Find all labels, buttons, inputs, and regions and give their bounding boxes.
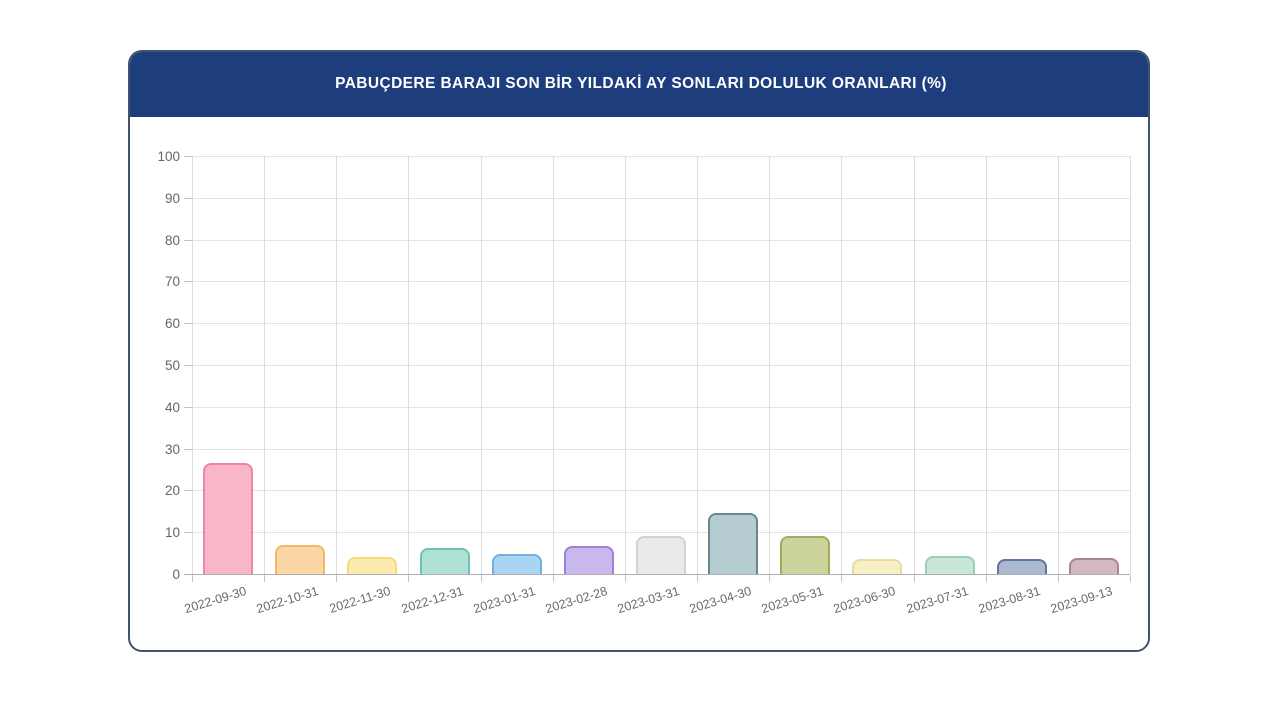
x-axis-tick	[841, 575, 843, 582]
x-axis-tick	[624, 575, 626, 582]
x-axis-tick	[192, 575, 193, 582]
gridline-horizontal	[192, 406, 1130, 408]
gridline-vertical	[1057, 156, 1059, 574]
y-axis-label: 50	[164, 358, 180, 373]
gridline-vertical	[985, 156, 987, 574]
chart-title-bar: PABUÇDERE BARAJI SON BİR YILDAKİ AY SONL…	[130, 52, 1148, 117]
bar-2023-07-31[interactable]	[924, 555, 975, 574]
gridline-vertical	[264, 156, 266, 574]
y-axis-label: 80	[164, 232, 180, 248]
x-axis-tick	[1057, 575, 1059, 582]
chart-body: 0 10 20 30 40 50 60 70 80 90 100 2022-09-30 2022-10-…	[130, 117, 1148, 650]
bar-2023-05-31[interactable]	[780, 536, 831, 574]
x-axis-tick	[913, 575, 915, 582]
chart-card: PABUÇDERE BARAJI SON BİR YILDAKİ AY SONL…	[128, 50, 1150, 652]
x-axis-line	[184, 573, 1130, 575]
x-axis-tick	[480, 575, 482, 582]
bar-2023-04-30[interactable]	[708, 513, 759, 574]
gridline-vertical	[552, 156, 554, 574]
y-axis-tick	[184, 281, 192, 283]
y-axis-label: 70	[164, 274, 180, 290]
bar-2023-02-28[interactable]	[563, 545, 614, 574]
gridline-vertical	[841, 156, 843, 574]
plot-area: 0 10 20 30 40 50 60 70 80 90 100 2022-09-30 2022-10-…	[157, 150, 1131, 616]
gridline-horizontal	[192, 239, 1130, 241]
gridline-vertical	[408, 156, 410, 574]
y-axis-tick	[184, 490, 192, 492]
y-axis-tick	[184, 532, 192, 534]
gridline-horizontal	[192, 156, 1130, 157]
x-axis-tick	[697, 575, 699, 582]
y-axis-tick	[184, 448, 192, 450]
bar-2023-06-30[interactable]	[852, 558, 903, 574]
y-axis-label: 90	[164, 190, 180, 206]
gridline-horizontal	[192, 490, 1130, 492]
gridline-vertical	[913, 156, 915, 574]
gridline-vertical	[336, 156, 338, 574]
gridline-horizontal	[192, 281, 1130, 283]
bar-2022-10-31[interactable]	[275, 545, 326, 574]
y-axis-label: 40	[164, 399, 180, 415]
y-axis-label: 60	[164, 316, 180, 332]
gridline-vertical	[697, 156, 699, 574]
gridline-horizontal	[192, 448, 1130, 450]
y-axis-label: 0	[172, 567, 180, 582]
y-axis-tick	[184, 239, 192, 241]
gridline-vertical	[192, 156, 193, 574]
gridline-vertical	[769, 156, 771, 574]
x-axis-tick	[408, 575, 410, 582]
x-axis-tick	[264, 575, 266, 582]
gridline-horizontal	[192, 365, 1130, 366]
gridline-vertical	[480, 156, 482, 574]
gridline-vertical	[624, 156, 626, 574]
gridline-horizontal	[192, 197, 1130, 199]
x-axis-tick	[1130, 575, 1131, 582]
y-axis-tick	[184, 197, 192, 199]
y-axis-label: 30	[164, 441, 180, 457]
x-axis-tick	[336, 575, 338, 582]
x-axis-tick	[552, 575, 554, 582]
bar-2023-03-31[interactable]	[636, 535, 686, 574]
bar-2022-11-30[interactable]	[347, 557, 398, 574]
y-axis-tick	[184, 323, 192, 325]
gridline-horizontal	[192, 532, 1130, 534]
y-axis-label: 100	[157, 149, 180, 164]
x-axis-tick	[985, 575, 987, 582]
y-axis-tick	[184, 406, 192, 408]
chart-title: PABUÇDERE BARAJI SON BİR YILDAKİ AY SONL…	[335, 75, 947, 92]
bar-2023-09-13[interactable]	[1068, 558, 1119, 574]
y-axis-label: 10	[164, 525, 180, 541]
x-axis-tick	[769, 575, 771, 582]
bar-2023-08-31[interactable]	[996, 559, 1047, 574]
gridline-horizontal	[192, 323, 1130, 325]
y-axis-tick	[184, 156, 192, 157]
gridline-vertical	[1130, 156, 1131, 574]
bar-2022-09-30[interactable]	[203, 463, 254, 574]
y-axis-tick	[184, 365, 192, 366]
bar-2022-12-31[interactable]	[419, 547, 470, 574]
y-axis-label: 20	[164, 483, 180, 499]
bar-2023-01-31[interactable]	[491, 553, 542, 574]
